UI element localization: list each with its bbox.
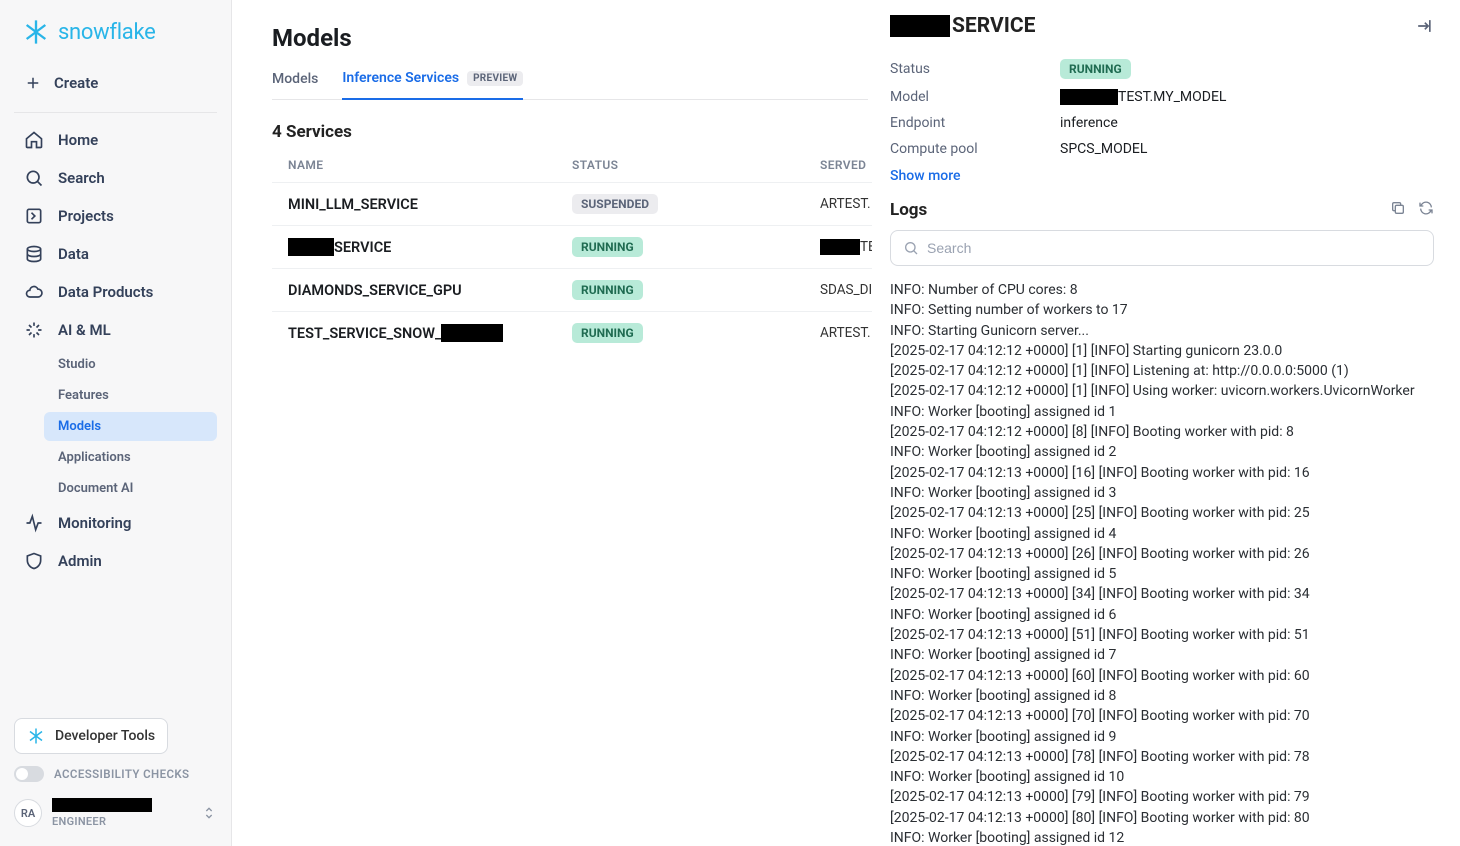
chevron-up-down-icon — [201, 805, 217, 821]
database-icon — [24, 244, 44, 264]
nav-data-products[interactable]: Data Products — [14, 273, 217, 311]
col-status: STATUS — [572, 158, 820, 172]
ai-ml-subnav: Studio Features Models Applications Docu… — [14, 349, 217, 504]
cell-name: TEST_SERVICE_SNOW_ — [288, 324, 572, 342]
field-compute-pool: Compute pool SPCS_MODEL — [890, 136, 1434, 162]
collapse-panel-icon[interactable] — [1414, 16, 1434, 36]
search-icon — [903, 240, 919, 256]
toggle-switch[interactable] — [14, 766, 44, 782]
cell-name: DIAMONDS_SERVICE_GPU — [288, 282, 572, 299]
avatar: RA — [14, 799, 42, 827]
nav-monitoring[interactable]: Monitoring — [14, 504, 217, 542]
show-more-link[interactable]: Show more — [890, 168, 1434, 184]
nav-ai-ml[interactable]: AI & ML — [14, 311, 217, 349]
nav-search[interactable]: Search — [14, 159, 217, 197]
redacted — [820, 239, 860, 255]
tabs: Models Inference Services PREVIEW — [272, 70, 868, 100]
field-endpoint: Endpoint inference — [890, 110, 1434, 136]
field-model: Model TEST.MY_MODEL — [890, 84, 1434, 110]
developer-tools-button[interactable]: Developer Tools — [14, 718, 168, 754]
panel-title: SERVICE — [890, 14, 1035, 38]
preview-badge: PREVIEW — [467, 71, 523, 86]
divider — [14, 112, 217, 113]
redacted — [1060, 89, 1118, 105]
snowflake-icon — [22, 18, 50, 46]
plus-icon — [24, 74, 42, 92]
create-button[interactable]: Create — [14, 66, 217, 100]
cell-name: MINI_LLM_SERVICE — [288, 196, 572, 213]
subnav-models[interactable]: Models — [44, 412, 217, 441]
cell-status: SUSPENDED — [572, 194, 820, 214]
search-icon — [24, 168, 44, 188]
home-icon — [24, 130, 44, 150]
subnav-document-ai[interactable]: Document AI — [44, 474, 217, 503]
status-badge: SUSPENDED — [572, 194, 658, 214]
sidebar-bottom: Developer Tools ACCESSIBILITY CHECKS RA … — [0, 718, 231, 846]
redacted — [441, 324, 503, 342]
detail-panel: SERVICE Status RUNNING Model TEST.MY_MOD… — [872, 0, 1460, 846]
sidebar: snowflake Create Home Search Projects Da… — [0, 0, 232, 846]
cell-status: RUNNING — [572, 237, 820, 257]
subnav-features[interactable]: Features — [44, 381, 217, 410]
logs-output: INFO: Number of CPU cores: 8 INFO: Setti… — [890, 280, 1434, 846]
activity-icon — [24, 513, 44, 533]
projects-icon — [24, 206, 44, 226]
nav: Home Search Projects Data Data Products … — [0, 121, 231, 580]
user-role: ENGINEER — [52, 815, 152, 828]
shield-icon — [24, 551, 44, 571]
redacted — [890, 15, 950, 37]
cloud-icon — [24, 282, 44, 302]
logs-search[interactable] — [890, 230, 1434, 266]
subnav-applications[interactable]: Applications — [44, 443, 217, 472]
tab-models[interactable]: Models — [272, 70, 318, 99]
nav-data[interactable]: Data — [14, 235, 217, 273]
nav-home[interactable]: Home — [14, 121, 217, 159]
user-name-redacted — [52, 798, 152, 812]
devtools-icon — [27, 727, 45, 745]
logs-search-input[interactable] — [927, 240, 1421, 256]
refresh-logs-icon[interactable] — [1418, 200, 1434, 220]
field-status: Status RUNNING — [890, 54, 1434, 84]
cell-status: RUNNING — [572, 323, 820, 343]
col-name: NAME — [288, 158, 572, 172]
redacted — [288, 238, 334, 256]
logo[interactable]: snowflake — [0, 0, 231, 56]
status-badge: RUNNING — [572, 323, 643, 343]
accessibility-toggle[interactable]: ACCESSIBILITY CHECKS — [14, 766, 217, 782]
logs-title: Logs — [890, 200, 927, 220]
subnav-studio[interactable]: Studio — [44, 350, 217, 379]
status-badge: RUNNING — [572, 280, 643, 300]
tab-inference-services[interactable]: Inference Services PREVIEW — [342, 70, 523, 100]
brand-name: snowflake — [58, 20, 155, 45]
status-badge: RUNNING — [572, 237, 643, 257]
sparkle-icon — [24, 320, 44, 340]
cell-name: SERVICE — [288, 238, 572, 256]
copy-logs-icon[interactable] — [1390, 200, 1406, 220]
nav-projects[interactable]: Projects — [14, 197, 217, 235]
user-menu[interactable]: RA ENGINEER — [14, 798, 217, 828]
nav-admin[interactable]: Admin — [14, 542, 217, 580]
status-badge: RUNNING — [1060, 59, 1131, 79]
cell-status: RUNNING — [572, 280, 820, 300]
